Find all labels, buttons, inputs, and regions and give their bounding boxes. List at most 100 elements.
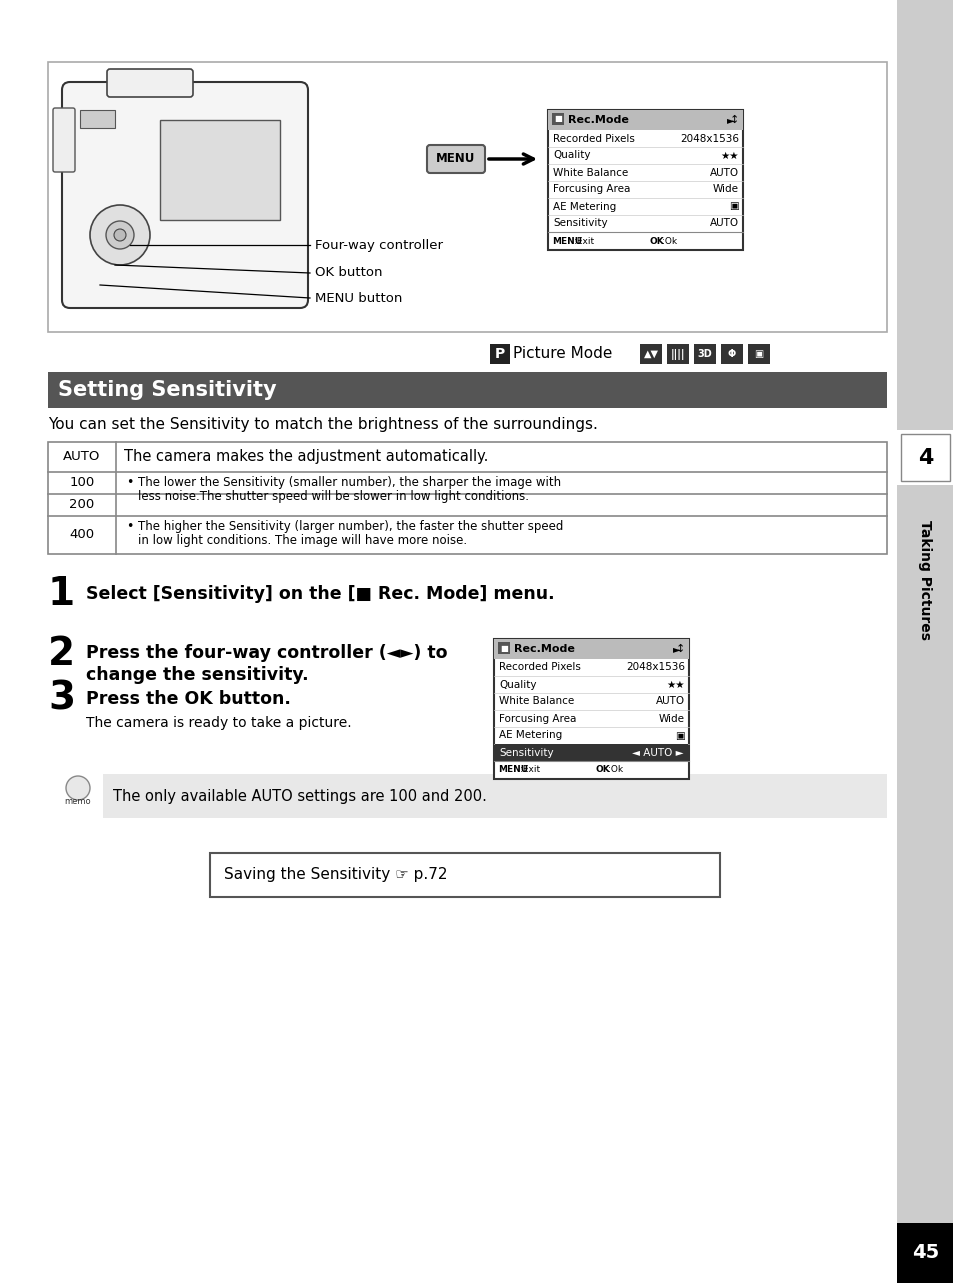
Text: Wide: Wide bbox=[659, 713, 684, 724]
Text: ↕: ↕ bbox=[729, 115, 739, 124]
Text: ||||: |||| bbox=[670, 349, 684, 359]
Text: Quality: Quality bbox=[553, 150, 590, 160]
Bar bbox=[494, 639, 688, 659]
Text: 3D: 3D bbox=[697, 349, 712, 359]
Text: 45: 45 bbox=[911, 1243, 938, 1262]
Text: OK: OK bbox=[649, 236, 664, 245]
Text: Four-way controller: Four-way controller bbox=[314, 239, 442, 251]
Bar bbox=[48, 62, 886, 332]
Text: The only available AUTO settings are 100 and 200.: The only available AUTO settings are 100… bbox=[112, 789, 486, 803]
Circle shape bbox=[90, 205, 150, 266]
Text: The camera makes the adjustment automatically.: The camera makes the adjustment automati… bbox=[124, 449, 488, 464]
Text: AUTO: AUTO bbox=[655, 697, 684, 707]
Text: Sensitivity: Sensitivity bbox=[498, 748, 553, 757]
Bar bbox=[497, 642, 510, 654]
Text: ↕: ↕ bbox=[675, 644, 684, 654]
Text: 3: 3 bbox=[48, 680, 75, 718]
Text: change the sensitivity.: change the sensitivity. bbox=[86, 666, 309, 684]
Text: OK button: OK button bbox=[314, 267, 382, 280]
FancyBboxPatch shape bbox=[53, 108, 75, 172]
Text: ★★: ★★ bbox=[720, 150, 739, 160]
Bar bbox=[494, 639, 688, 779]
Bar bbox=[547, 110, 742, 130]
Text: Wide: Wide bbox=[712, 185, 739, 195]
Text: The camera is ready to take a picture.: The camera is ready to take a picture. bbox=[86, 716, 352, 730]
Bar bbox=[48, 372, 886, 408]
Text: White Balance: White Balance bbox=[498, 697, 574, 707]
Text: ▣: ▣ bbox=[754, 349, 762, 359]
Bar bbox=[80, 110, 115, 128]
Text: ►: ► bbox=[673, 644, 680, 654]
Text: MENU: MENU bbox=[552, 236, 581, 245]
Text: OK: OK bbox=[596, 766, 610, 775]
Text: :Exit: :Exit bbox=[574, 236, 594, 245]
Text: MENU button: MENU button bbox=[314, 291, 402, 304]
Text: AE Metering: AE Metering bbox=[498, 730, 561, 740]
Bar bbox=[747, 344, 769, 364]
Text: 2: 2 bbox=[48, 635, 75, 674]
Bar bbox=[103, 774, 886, 819]
Bar bbox=[720, 344, 742, 364]
Text: 100: 100 bbox=[70, 476, 94, 490]
Text: ★★: ★★ bbox=[666, 680, 684, 689]
Text: You can set the Sensitivity to match the brightness of the surroundings.: You can set the Sensitivity to match the… bbox=[48, 417, 598, 432]
FancyBboxPatch shape bbox=[107, 69, 193, 98]
Text: Press the four-way controller (◄►) to: Press the four-way controller (◄►) to bbox=[86, 644, 447, 662]
Text: Recorded Pixels: Recorded Pixels bbox=[498, 662, 580, 672]
Text: 400: 400 bbox=[70, 529, 94, 541]
Bar bbox=[495, 744, 687, 761]
Bar bbox=[490, 344, 510, 364]
Bar bbox=[48, 443, 886, 554]
Text: The lower the Sensitivity (smaller number), the sharper the image with: The lower the Sensitivity (smaller numbe… bbox=[138, 476, 560, 489]
Text: Recorded Pixels: Recorded Pixels bbox=[553, 133, 634, 144]
FancyBboxPatch shape bbox=[62, 82, 308, 308]
Text: Press the OK button.: Press the OK button. bbox=[86, 690, 291, 708]
Circle shape bbox=[106, 221, 133, 249]
Bar bbox=[160, 121, 280, 219]
Bar bbox=[210, 853, 720, 897]
Text: Setting Sensitivity: Setting Sensitivity bbox=[58, 380, 276, 400]
Text: :Ok: :Ok bbox=[661, 236, 677, 245]
Text: in low light conditions. The image will have more noise.: in low light conditions. The image will … bbox=[138, 534, 467, 547]
Text: Forcusing Area: Forcusing Area bbox=[498, 713, 576, 724]
Text: AE Metering: AE Metering bbox=[553, 201, 616, 212]
Text: Saving the Sensitivity ☞ p.72: Saving the Sensitivity ☞ p.72 bbox=[224, 867, 447, 883]
Bar bbox=[666, 344, 688, 364]
Text: Picture Mode: Picture Mode bbox=[513, 346, 612, 362]
Text: MENU: MENU bbox=[436, 153, 476, 166]
Bar bbox=[693, 344, 716, 364]
Circle shape bbox=[66, 776, 90, 801]
Text: ►: ► bbox=[726, 115, 734, 124]
Text: •: • bbox=[126, 476, 133, 489]
Bar bbox=[547, 110, 742, 250]
Text: Forcusing Area: Forcusing Area bbox=[553, 185, 630, 195]
Text: 4: 4 bbox=[917, 448, 932, 467]
Text: MENU: MENU bbox=[497, 766, 528, 775]
Text: Taking Pictures: Taking Pictures bbox=[918, 520, 931, 640]
Text: less noise.The shutter speed will be slower in low light conditions.: less noise.The shutter speed will be slo… bbox=[138, 490, 529, 503]
Text: Quality: Quality bbox=[498, 680, 536, 689]
Text: ◄ AUTO ►: ◄ AUTO ► bbox=[632, 748, 683, 757]
Text: ■: ■ bbox=[554, 114, 561, 123]
Circle shape bbox=[113, 228, 126, 241]
Bar bbox=[896, 1223, 953, 1283]
Text: :Ok: :Ok bbox=[607, 766, 622, 775]
Text: memo: memo bbox=[65, 798, 91, 807]
Text: P: P bbox=[495, 346, 504, 361]
Bar bbox=[900, 434, 949, 481]
Text: Φ: Φ bbox=[727, 349, 736, 359]
FancyBboxPatch shape bbox=[427, 145, 484, 173]
Text: 200: 200 bbox=[70, 499, 94, 512]
Bar bbox=[896, 0, 953, 1283]
Text: :Exit: :Exit bbox=[519, 766, 539, 775]
Text: Rec.Mode: Rec.Mode bbox=[567, 115, 628, 124]
Bar bbox=[552, 113, 563, 124]
Text: 2048x1536: 2048x1536 bbox=[679, 133, 739, 144]
Text: ▲▼: ▲▼ bbox=[643, 349, 658, 359]
Text: White Balance: White Balance bbox=[553, 168, 628, 177]
Text: ▣: ▣ bbox=[675, 730, 684, 740]
Bar bbox=[896, 430, 953, 485]
Text: 1: 1 bbox=[48, 575, 75, 613]
Text: •: • bbox=[126, 520, 133, 532]
Bar bbox=[639, 344, 661, 364]
